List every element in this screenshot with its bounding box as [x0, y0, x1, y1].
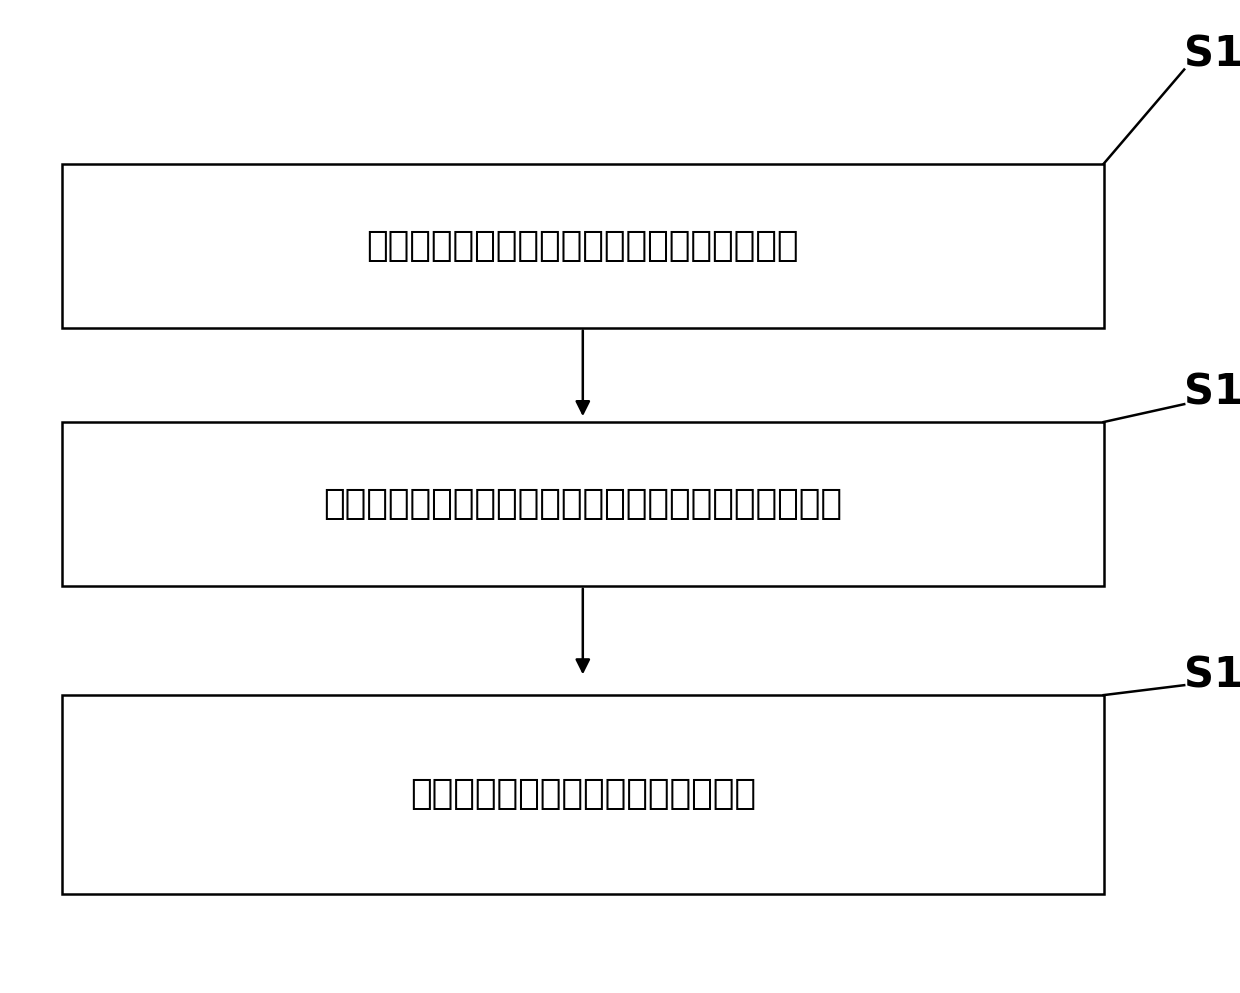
Text: 由所述体积模量与岩石骨架所受应变计算获得有效应力: 由所述体积模量与岩石骨架所受应变计算获得有效应力	[324, 487, 842, 521]
Text: S102: S102	[1184, 371, 1240, 413]
Bar	[62, 695, 1104, 894]
Bar	[62, 422, 1104, 586]
Text: S101: S101	[1184, 34, 1240, 75]
Bar	[62, 164, 1104, 328]
Text: S103: S103	[1184, 654, 1240, 696]
Text: 根据有效应力，确定异常压力地层段: 根据有效应力，确定异常压力地层段	[409, 778, 756, 811]
Text: 通过纵横波速度与岩石物理特征求得体积模量: 通过纵横波速度与岩石物理特征求得体积模量	[367, 228, 799, 263]
